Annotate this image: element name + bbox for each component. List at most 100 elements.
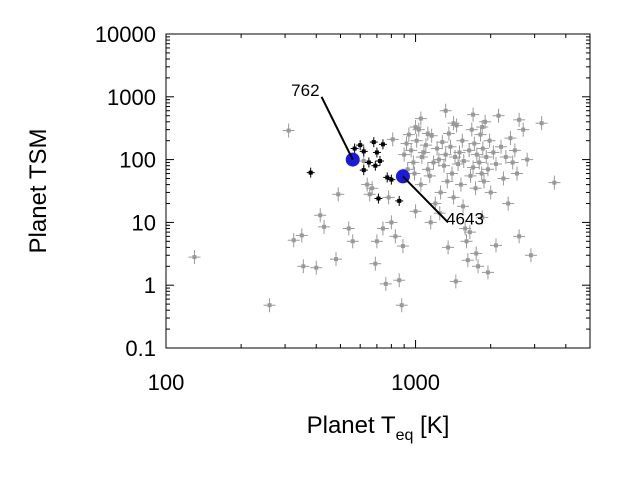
black-data-point [366,160,371,165]
gray-data-point [406,132,411,137]
gray-data-point [386,195,391,200]
gray-data-point [438,190,443,195]
y-tick-label: 100 [119,148,156,173]
gray-data-point [517,117,522,122]
gray-data-point [443,108,448,113]
gray-data-point [299,233,304,238]
gray-data-point [451,121,456,126]
gray-data-point [458,182,463,187]
gray-data-point [346,226,351,231]
gray-data-point [501,176,506,181]
black-data-point [377,158,382,163]
annotation-label: 4643 [446,209,484,228]
plot-area: 762 4643 [188,81,561,313]
gray-data-point [399,303,404,308]
gray-data-point [441,163,446,168]
gray-data-point [485,270,490,275]
gray-data-point [412,171,417,176]
gray-data-point [373,261,378,266]
gray-data-point [484,155,489,160]
gray-data-point [443,152,448,157]
gray-data-point [493,243,498,248]
gray-data-point [476,264,481,269]
gray-data-point [463,226,468,231]
gray-data-point [413,209,418,214]
gray-data-point [454,123,459,128]
gray-data-point [499,144,504,149]
gray-data-point [496,113,501,118]
gray-data-point [480,215,485,220]
gray-data-point [428,220,433,225]
x-axis-title-main: Planet T [307,412,396,439]
gray-data-point [397,278,402,283]
gray-data-point [361,158,366,163]
gray-data-point [483,119,488,124]
gray-data-point [512,148,517,153]
gray-data-point [286,128,291,133]
gray-data-point [453,155,458,160]
gray-data-point [517,234,522,239]
gray-data-point [461,204,466,209]
gray-data-point [400,244,405,249]
gray-data-point [477,160,482,165]
gray-data-point [460,138,465,143]
gray-data-point [367,192,372,197]
x-tick-label: 1000 [391,370,440,395]
x-axis-title-unit: [K] [413,412,449,439]
gray-data-point [390,137,395,142]
black-data-point [373,163,378,168]
gray-data-point [453,279,458,284]
black-data-point [380,142,385,147]
gray-data-point [479,171,484,176]
gray-data-point [334,257,339,262]
gray-data-point [468,173,473,178]
gray-data-point [508,136,513,141]
gray-data-point [461,158,466,163]
gray-data-point [413,125,418,130]
gray-data-point [493,162,498,167]
gray-data-point [393,234,398,239]
gray-data-point [405,167,410,172]
gray-data-point [472,141,477,146]
y-tick-label: 1 [144,273,156,298]
gray-data-point [440,140,445,145]
y-tick-label: 10000 [95,22,156,47]
gray-data-point [478,132,483,137]
gray-data-point [446,131,451,136]
gray-data-point [414,138,419,143]
gray-data-point [480,125,485,130]
gray-data-point [404,141,409,146]
gray-data-point [421,150,426,155]
x-tick-label: 100 [148,370,185,395]
plot-frame [165,33,591,349]
gray-data-point [418,182,423,187]
black-data-point [308,170,313,175]
gray-data-point [474,152,479,157]
gray-data-point [435,146,440,151]
gray-data-point [446,245,451,250]
gray-data-point [539,121,544,126]
gray-data-point [433,201,438,206]
gray-data-point [471,112,476,117]
gray-data-point [469,127,474,132]
black-data-point [376,196,381,201]
gray-data-point [521,127,526,132]
gray-data-point [445,179,450,184]
gray-data-point [510,160,515,165]
gray-data-point [301,264,306,269]
gray-data-point [365,182,370,187]
gray-data-point [488,190,493,195]
gray-data-point [457,150,462,155]
gray-data-point [467,148,472,153]
gray-data-point [389,220,394,225]
gray-data-point [411,160,416,165]
black-data-point [358,143,363,148]
gray-data-point [448,144,453,149]
gray-data-point [451,195,456,200]
black-data-point [361,149,366,154]
gray-data-point [322,224,327,229]
gray-data-point [350,239,355,244]
gray-data-point [450,171,455,176]
black-data-point [385,175,390,180]
